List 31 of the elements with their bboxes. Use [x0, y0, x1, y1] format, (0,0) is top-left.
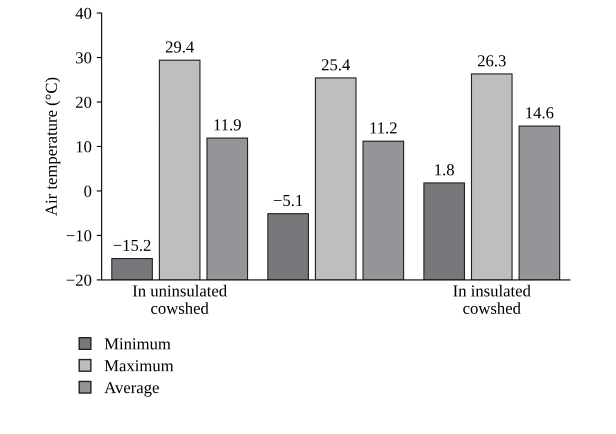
y-tick-label: 10 [76, 141, 92, 152]
x-tick-label: In insulated cowshed [453, 284, 531, 314]
y-tick-label: 20 [76, 96, 92, 108]
data-label: 25.4 [322, 59, 350, 70]
legend-label: Minimum [104, 338, 171, 350]
bar [362, 140, 404, 280]
data-label: 11.2 [370, 122, 397, 134]
bar [314, 77, 357, 280]
data-label: −15.2 [114, 240, 150, 252]
bar [111, 258, 153, 280]
y-axis-title: Air temperature (°C) [45, 78, 60, 216]
bar [158, 60, 201, 280]
bar [267, 213, 309, 280]
bar [423, 182, 466, 280]
data-label: 1.8 [435, 164, 454, 176]
data-label: 26.3 [478, 55, 506, 66]
legend-label: Average [104, 382, 159, 397]
data-label: 29.4 [166, 41, 194, 53]
y-tick-label: 40 [76, 8, 92, 19]
y-tick-label: 30 [76, 52, 92, 64]
bar [206, 137, 248, 280]
data-label: 11.9 [214, 119, 241, 131]
x-tick-label: In uninsulated cowshed [132, 284, 227, 314]
bar [518, 125, 560, 280]
y-tick-label: −10 [66, 230, 92, 242]
legend-label: Maximum [104, 360, 174, 372]
data-label: 14.6 [526, 107, 554, 119]
data-label: −5.1 [274, 194, 302, 206]
y-tick-label: 0 [84, 186, 92, 197]
bar [470, 73, 513, 280]
y-tick-label: −20 [66, 274, 92, 286]
